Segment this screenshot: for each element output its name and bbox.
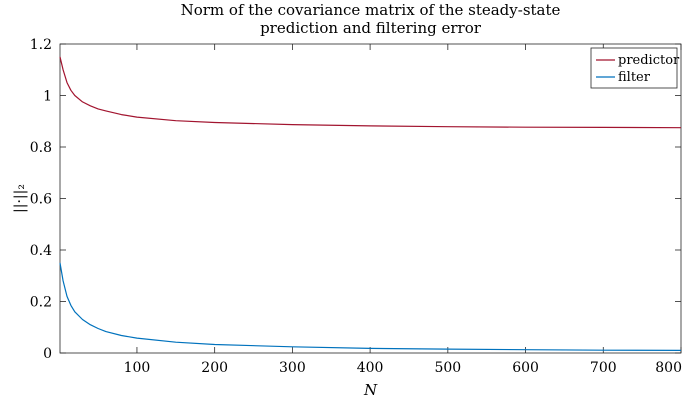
chart-title-line: Norm of the covariance matrix of the ste… [181, 1, 561, 19]
x-tick-label: 200 [201, 360, 228, 376]
plot-area [59, 43, 682, 354]
x-tick-label: 400 [357, 360, 384, 376]
y-tick-label: 0.2 [30, 295, 52, 311]
y-tick-label: 0.8 [30, 140, 52, 156]
x-tick-label: 500 [434, 360, 461, 376]
legend-label-predictor: predictor [618, 53, 680, 68]
series-line-predictor [59, 56, 682, 129]
chart-title-line: prediction and filtering error [260, 19, 482, 37]
x-tick-label: 100 [124, 360, 151, 376]
x-tick-label: 800 [655, 360, 682, 376]
legend-box [590, 47, 678, 89]
x-tick-label: 700 [590, 360, 617, 376]
chart-title: Norm of the covariance matrix of the ste… [181, 1, 561, 37]
series-lines [59, 56, 682, 351]
plot-frame [59, 43, 682, 354]
axis-labels: N ||·||₂ [12, 184, 378, 399]
series-line-filter [59, 262, 682, 351]
x-tick-label: 300 [279, 360, 306, 376]
legend: predictor filter [590, 47, 680, 89]
x-axis-label: N [363, 381, 378, 399]
legend-label-filter: filter [618, 70, 651, 85]
y-tick-label: 1 [43, 89, 52, 105]
axis-ticks: 100 200 300 400 500 600 700 800 0 0.2 0.4 0.6 0.8 1 1.… [30, 37, 682, 376]
x-tick-label: 600 [512, 360, 539, 376]
y-axis-label: ||·||₂ [12, 184, 28, 213]
y-tick-label: 0 [43, 346, 52, 362]
y-tick-label: 0.4 [30, 243, 52, 259]
y-tick-label: 1.2 [30, 37, 52, 53]
y-tick-label: 0.6 [30, 192, 52, 208]
